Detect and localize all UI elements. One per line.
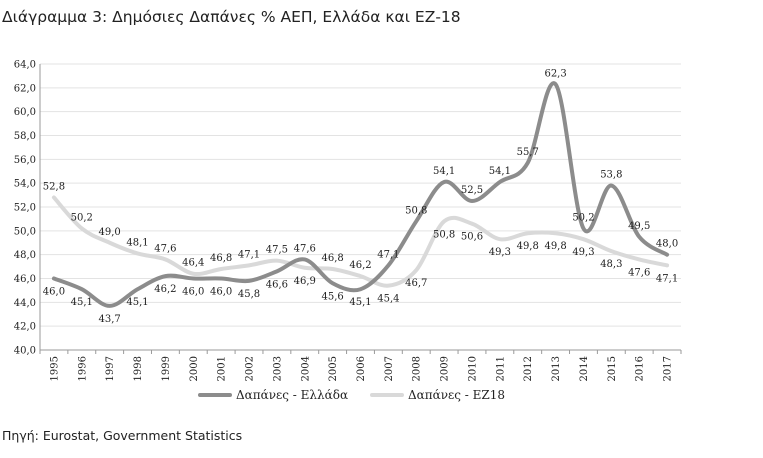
x-tick-label: 2000 [189,356,200,381]
y-tick-label: 42,0 [14,322,36,333]
data-label-greece: 45,1 [126,297,148,308]
x-tick-label: 1998 [133,356,144,381]
x-tick-label: 2008 [412,356,423,381]
data-label-ez18: 47,1 [656,273,678,284]
series-line-greece [51,81,670,308]
data-label-greece: 50,8 [405,205,427,216]
y-tick-label: 52,0 [14,203,36,214]
y-tick-label: 48,0 [14,250,36,261]
data-label-ez18: 45,4 [377,294,399,305]
data-label-ez18: 47,6 [628,267,650,278]
data-label-greece: 49,5 [628,221,650,232]
x-tick-label: 2005 [328,356,339,381]
data-label-ez18: 49,8 [517,241,539,252]
data-label-greece: 46,2 [154,284,176,295]
y-tick-label: 60,0 [14,107,36,118]
data-label-greece: 55,7 [517,147,539,158]
x-tick-label: 2002 [245,356,256,381]
data-label-greece: 43,7 [99,314,121,325]
data-label-ez18: 50,8 [433,229,455,240]
data-label-ez18: 46,8 [321,253,343,264]
data-label-ez18: 49,0 [99,227,121,238]
data-label-greece: 45,1 [349,297,371,308]
x-tick-label: 1996 [77,356,88,381]
data-label-ez18: 47,6 [154,243,176,254]
x-tick-label: 2013 [551,356,562,381]
y-tick-label: 46,0 [14,274,36,285]
data-label-greece: 46,6 [266,279,288,290]
x-tick-label: 1999 [161,356,172,381]
data-label-ez18: 49,8 [544,241,566,252]
x-tick-label: 2004 [300,356,311,381]
x-tick-label: 2017 [663,356,674,381]
data-label-greece: 62,3 [544,68,566,79]
data-label-ez18: 50,6 [461,232,483,243]
x-tick-label: 2016 [635,356,646,381]
data-label-ez18: 47,5 [266,245,288,256]
data-label-ez18: 46,9 [294,276,316,287]
x-tick-label: 2012 [523,356,534,381]
legend-greece-label: Δαπάνες - Ελλάδα [236,388,348,402]
y-tick-label: 56,0 [14,155,36,166]
data-label-ez18: 49,3 [572,247,594,258]
data-label-ez18: 47,1 [238,249,260,260]
x-tick-label: 2007 [384,356,395,381]
data-label-greece: 54,1 [489,166,511,177]
data-label-greece: 47,6 [294,243,316,254]
data-label-ez18: 48,1 [126,237,148,248]
y-tick-label: 40,0 [14,346,36,357]
x-tick-label: 1995 [49,356,60,381]
y-tick-label: 44,0 [14,298,36,309]
data-label-ez18: 46,2 [349,260,371,271]
chart-title: Διάγραμμα 3: Δημόσιες Δαπάνες % ΑΕΠ, Ελλ… [2,8,461,26]
data-label-greece: 46,0 [210,287,232,298]
data-label-greece: 48,0 [656,239,678,250]
data-label-ez18: 50,2 [71,212,93,223]
data-label-greece: 45,8 [238,289,260,300]
y-tick-label: 58,0 [14,131,36,142]
data-label-ez18: 46,4 [182,258,204,269]
x-tick-label: 2003 [272,356,283,381]
data-label-ez18: 46,7 [405,278,427,289]
data-label-greece: 46,0 [43,287,65,298]
x-tick-label: 2014 [579,356,590,381]
data-label-greece: 50,2 [572,212,594,223]
y-tick-label: 54,0 [14,179,36,190]
data-label-ez18: 49,3 [489,247,511,258]
data-label-greece: 47,1 [377,249,399,260]
x-tick-label: 2009 [440,356,451,381]
x-tick-label: 2006 [356,356,367,381]
source-note: Πηγή: Eurostat, Government Statistics [2,428,243,443]
x-tick-label: 2015 [607,356,618,381]
data-label-greece: 53,8 [600,170,622,181]
y-tick-label: 50,0 [14,226,36,237]
data-label-greece: 45,6 [321,291,343,302]
x-tick-label: 2010 [467,356,478,381]
data-label-greece: 46,0 [182,287,204,298]
data-label-greece: 45,1 [71,297,93,308]
legend-ez18-label: Δαπάνες - ΕΖ18 [408,388,505,402]
x-tick-label: 2001 [217,356,228,381]
y-tick-label: 62,0 [14,83,36,94]
x-tick-label: 1997 [105,356,116,381]
data-label-greece: 54,1 [433,166,455,177]
data-label-greece: 52,5 [461,185,483,196]
data-label-ez18: 46,8 [210,253,232,264]
y-tick-label: 64,0 [14,60,36,71]
x-tick-label: 2011 [495,356,506,381]
data-label-ez18: 52,8 [43,181,65,192]
data-label-ez18: 48,3 [600,259,622,270]
